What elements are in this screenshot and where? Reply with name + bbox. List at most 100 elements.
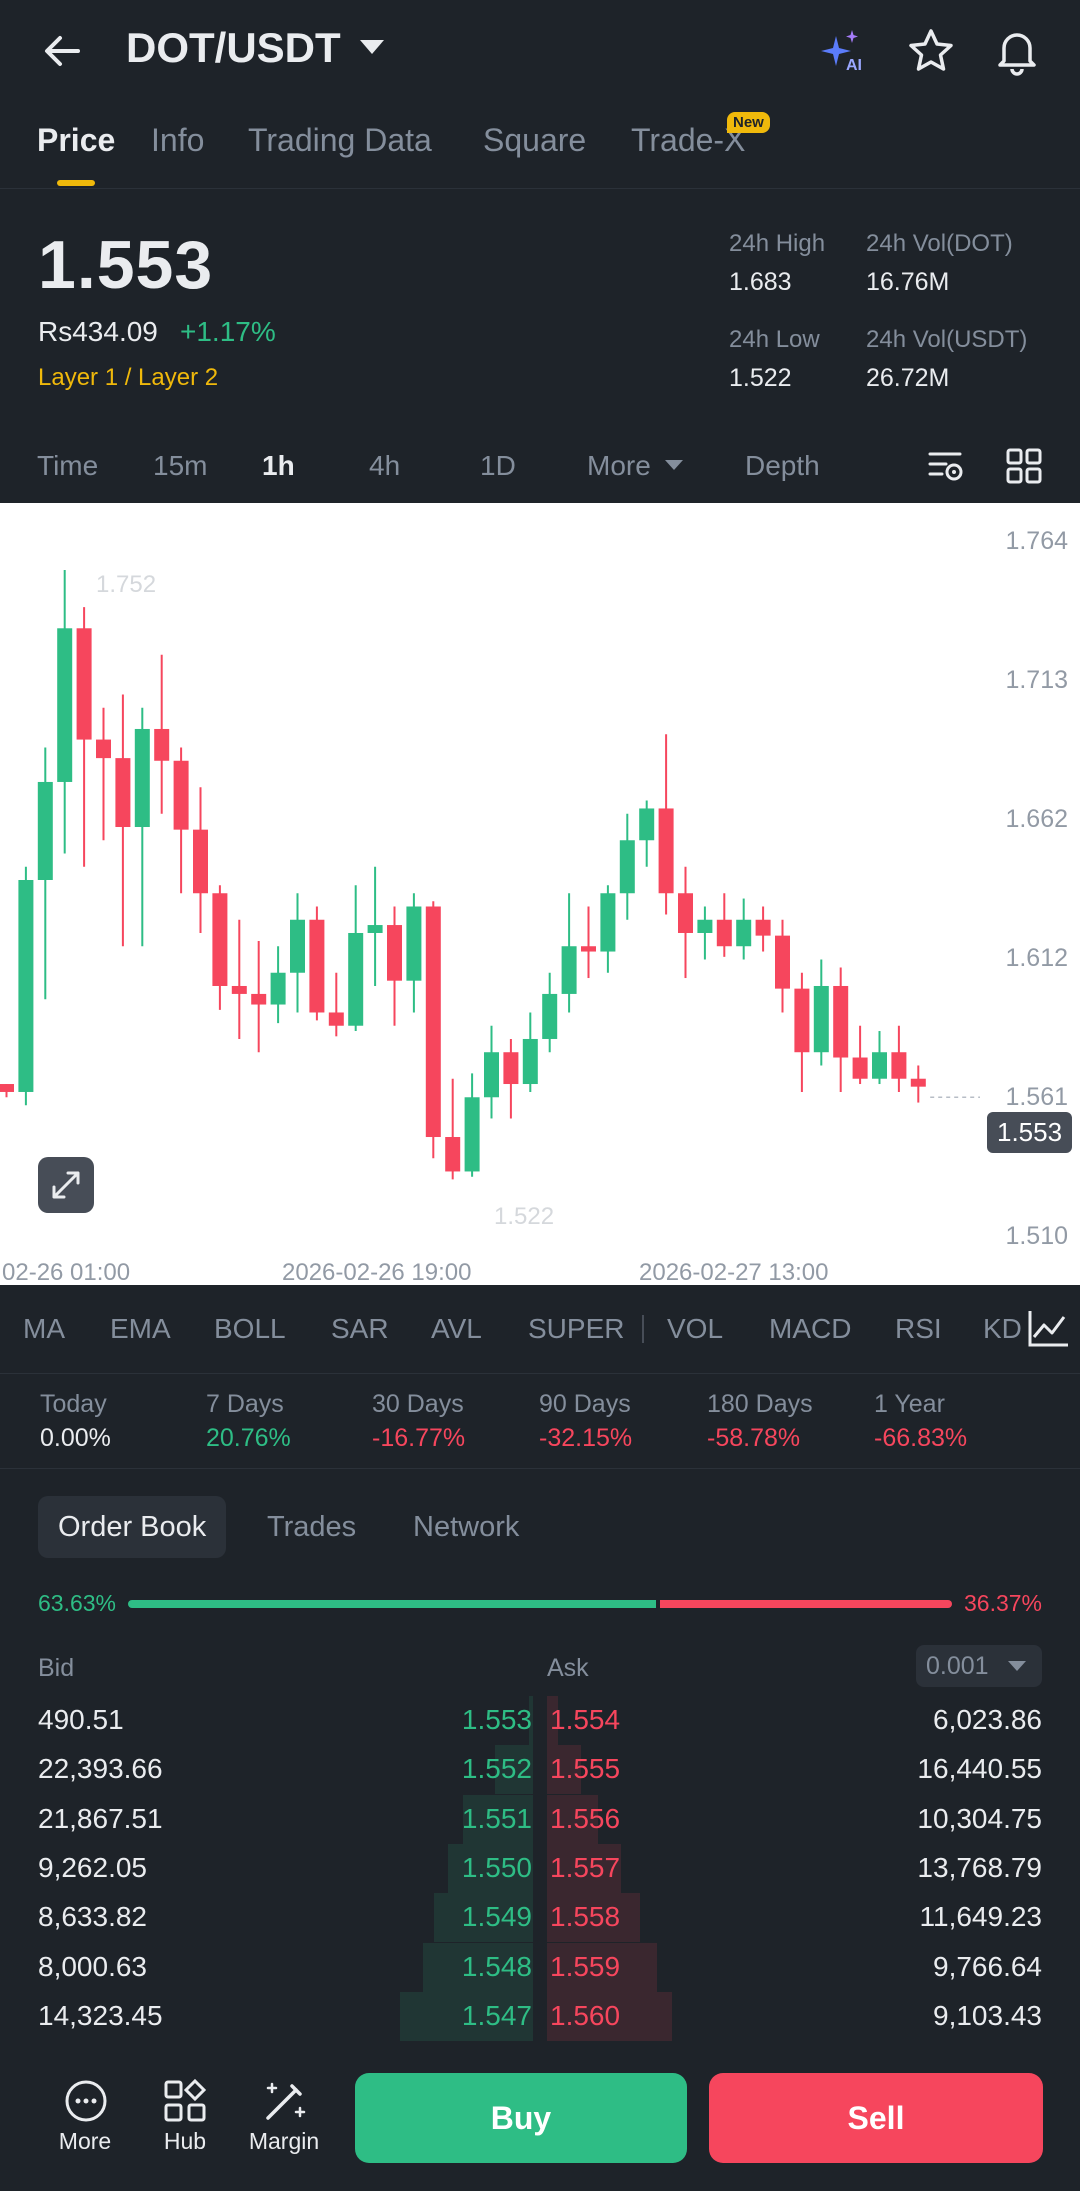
stat-24h-low: 1.522 (729, 364, 792, 392)
perf-label: 30 Days (372, 1390, 464, 1418)
expand-icon (52, 1171, 80, 1199)
ask-price: 1.557 (550, 1851, 621, 1883)
bid-header: Bid (38, 1654, 75, 1682)
tick-size-select[interactable]: 0.001 (916, 1645, 1042, 1687)
candles-layer (0, 569, 980, 1180)
order-book-row[interactable]: 8,633.82 1.549 1.558 11,649.23 (0, 1893, 1080, 1943)
margin-wand-icon[interactable] (262, 2078, 308, 2124)
timeframe-4h[interactable]: 4h (369, 450, 401, 481)
indicator-bar: MA EMA BOLL SAR AVL SUPER VOL MACD RSI K… (0, 1285, 1080, 1374)
bid-price: 1.548 (461, 1950, 532, 1982)
ask-depth-bar (547, 1794, 599, 1844)
candle (154, 654, 170, 814)
timeframe-15m[interactable]: 15m (153, 450, 208, 481)
perf-value: -66.83% (874, 1424, 968, 1452)
candle-body (600, 893, 616, 952)
star-icon[interactable] (906, 26, 956, 76)
hub-grid-icon[interactable] (162, 2078, 208, 2124)
candle (561, 893, 577, 1013)
tab-trades[interactable]: Trades (267, 1511, 357, 1543)
ask-depth-bar (547, 1991, 673, 2041)
order-book-row[interactable]: 22,393.66 1.552 1.555 16,440.55 (0, 1745, 1080, 1795)
bid-quantity: 22,393.66 (38, 1753, 163, 1785)
indicator-avl[interactable]: AVL (431, 1313, 482, 1344)
back-arrow-icon[interactable] (38, 26, 88, 76)
nav-margin-label[interactable]: Margin (248, 2128, 320, 2154)
indicator-sar[interactable]: SAR (331, 1313, 389, 1344)
tick-size-value: 0.001 (926, 1652, 989, 1680)
tab-trade-x[interactable]: Trade-X (631, 122, 746, 158)
tab-info[interactable]: Info (151, 122, 205, 158)
indicator-vol[interactable]: VOL (667, 1313, 724, 1344)
ask-quantity: 9,103.43 (933, 1999, 1042, 2031)
timeframe-time[interactable]: Time (37, 450, 99, 481)
sector-tags[interactable]: Layer 1 / Layer 2 (38, 364, 219, 391)
nav-more-label[interactable]: More (58, 2128, 112, 2154)
fullscreen-button[interactable] (38, 1157, 94, 1213)
candle-body (716, 919, 732, 947)
candle-body (697, 919, 713, 933)
candle (813, 959, 829, 1066)
perf-value: -32.15% (539, 1424, 633, 1452)
grid-layout-icon[interactable] (1004, 446, 1044, 486)
active-tab-indicator (57, 180, 95, 186)
pair-title[interactable]: DOT/USDT (126, 24, 341, 71)
tab-trading-data[interactable]: Trading Data (248, 122, 432, 158)
y-tick: 1.510 (1005, 1222, 1068, 1250)
indicator-ema[interactable]: EMA (110, 1313, 171, 1344)
bell-icon[interactable] (992, 26, 1042, 76)
candle-body (193, 829, 208, 894)
candle-body (736, 919, 752, 947)
timeframe-1h[interactable]: 1h (262, 450, 295, 481)
chart-settings-icon[interactable] (926, 446, 966, 486)
order-book-row[interactable]: 8,000.63 1.548 1.559 9,766.64 (0, 1942, 1080, 1992)
candle-body (891, 1052, 907, 1079)
tab-order-book[interactable]: Order Book (38, 1496, 227, 1558)
more-caret-icon (665, 460, 683, 470)
candlestick-chart[interactable]: 1.764 1.713 1.662 1.612 1.561 1.510 02-2… (0, 503, 1080, 1286)
candle-body (154, 728, 170, 761)
nav-hub-label[interactable]: Hub (163, 2128, 207, 2154)
tab-square[interactable]: Square (483, 122, 587, 158)
pair-dropdown-icon[interactable] (360, 40, 384, 54)
order-book-row[interactable]: 490.51 1.553 1.554 6,023.86 (0, 1696, 1080, 1745)
sell-button[interactable]: Sell (709, 2073, 1043, 2163)
indicator-boll[interactable]: BOLL (214, 1313, 286, 1344)
timeframe-1d[interactable]: 1D (480, 450, 516, 481)
candle-body (484, 1052, 499, 1098)
candle (37, 747, 53, 1000)
ask-quantity: 16,440.55 (917, 1753, 1042, 1785)
candle (193, 787, 208, 933)
price-change-percent: +1.17% (180, 316, 276, 347)
ask-ratio: 36.37% (963, 1590, 1042, 1616)
indicator-super[interactable]: SUPER (528, 1313, 625, 1344)
order-book-row[interactable]: 14,323.45 1.547 1.560 9,103.43 (0, 1991, 1080, 2041)
candle (309, 906, 325, 1021)
candle-body (755, 919, 771, 936)
candle-body (503, 1052, 519, 1085)
candle-body (57, 628, 73, 782)
more-dots-icon[interactable] (63, 2078, 109, 2124)
depth-chart-toggle[interactable]: Depth (745, 450, 820, 481)
candle (231, 919, 247, 1039)
bid-price: 1.547 (461, 1999, 532, 2031)
candle-body (445, 1137, 461, 1172)
tab-network[interactable]: Network (413, 1511, 520, 1543)
buy-button[interactable]: Buy (355, 2073, 687, 2163)
candle-body (425, 906, 441, 1138)
candle-body (775, 935, 790, 989)
indicator-settings-icon[interactable] (1022, 1305, 1080, 1353)
indicator-ma[interactable]: MA (23, 1313, 65, 1344)
ai-sparkle-icon[interactable]: AI (818, 26, 868, 76)
indicator-macd[interactable]: MACD (769, 1313, 852, 1344)
tab-price[interactable]: Price (37, 122, 116, 158)
timeframe-more[interactable]: More (587, 450, 651, 481)
candle-body (658, 808, 674, 894)
candle (484, 1025, 499, 1119)
order-book-row[interactable]: 9,262.05 1.550 1.557 13,768.79 (0, 1843, 1080, 1893)
candle (658, 734, 674, 915)
candle-body (115, 758, 131, 828)
indicator-rsi[interactable]: RSI (895, 1313, 942, 1344)
order-book-row[interactable]: 21,867.51 1.551 1.556 10,304.75 (0, 1794, 1080, 1844)
bid-price: 1.552 (461, 1753, 532, 1785)
